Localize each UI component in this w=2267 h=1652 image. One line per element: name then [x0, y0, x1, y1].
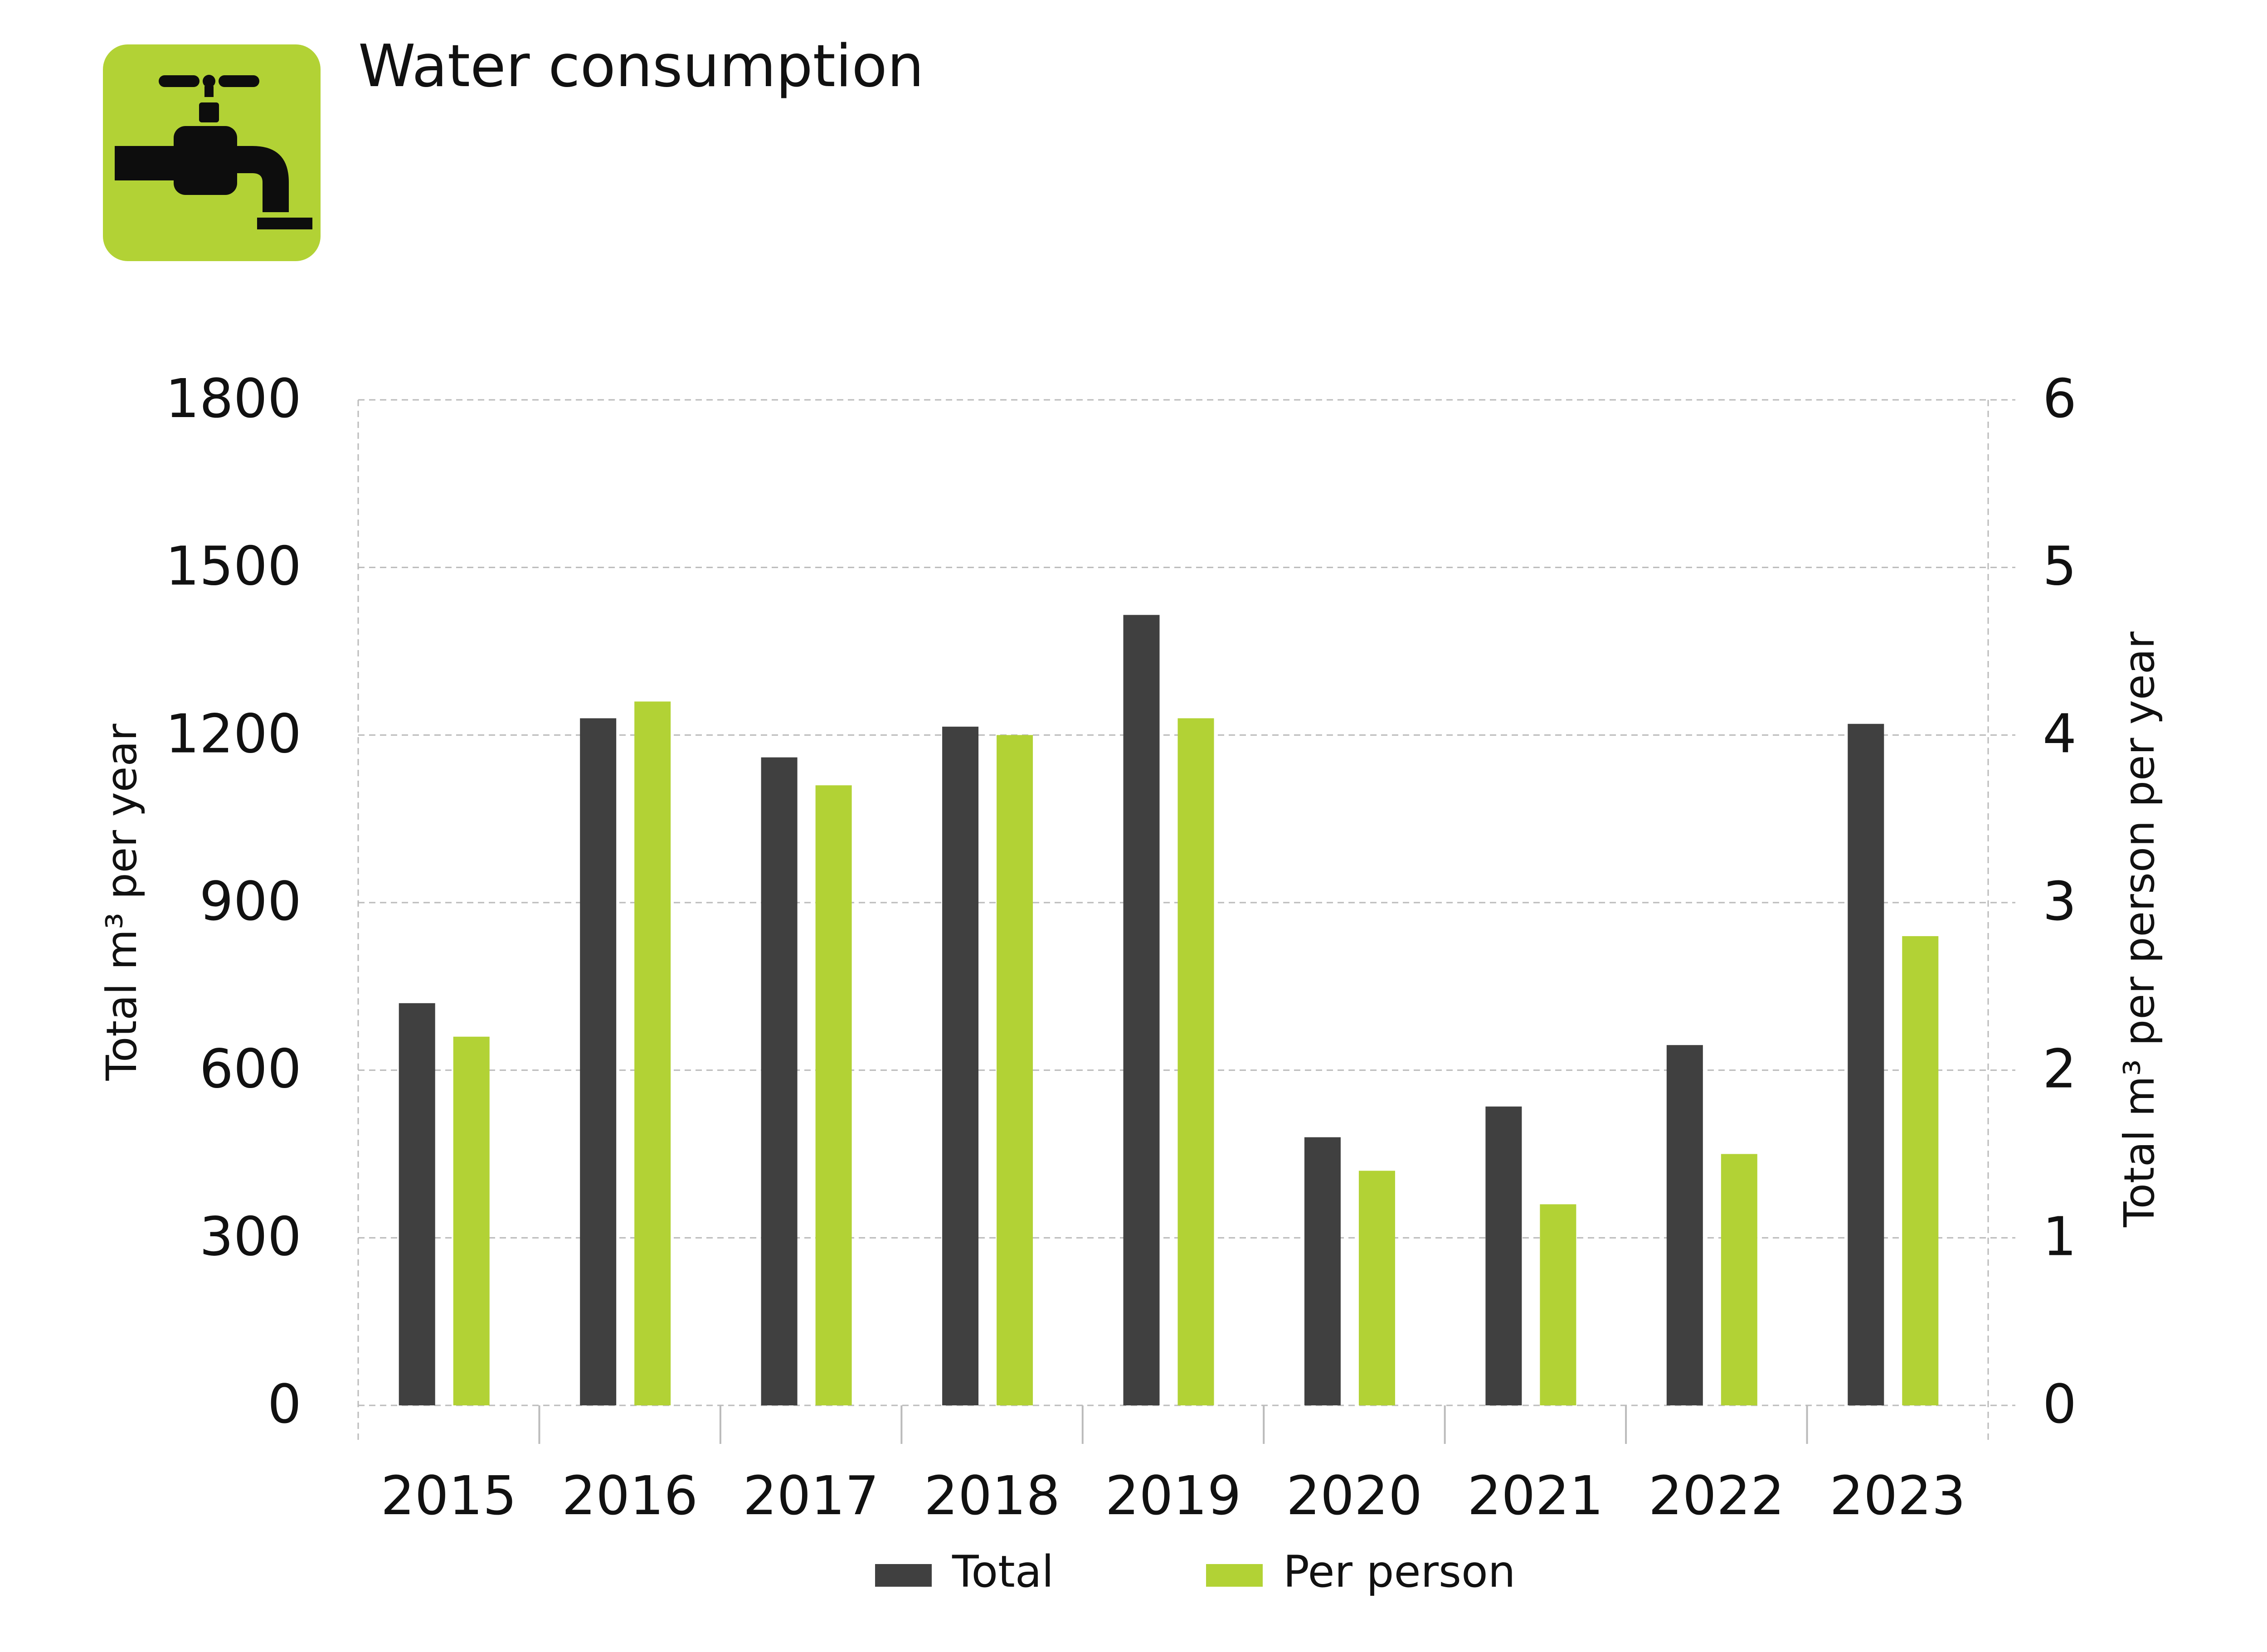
bar-per-person-2015 — [453, 1036, 490, 1405]
y-axis-title-left: Total m³ per year — [97, 724, 146, 1081]
x-tick-label: 2023 — [1829, 1464, 1965, 1527]
y-tick-label-left: 300 — [199, 1205, 302, 1268]
bar-per-person-2019 — [1177, 718, 1214, 1405]
y-tick-label-left: 1200 — [165, 702, 302, 765]
bar-per-person-2016 — [634, 701, 671, 1405]
x-tick-label: 2017 — [743, 1464, 879, 1527]
y-tick-label-right: 1 — [2043, 1205, 2077, 1268]
bar-per-person-2018 — [997, 735, 1033, 1405]
y-tick-label-right: 6 — [2043, 367, 2077, 430]
bar-per-person-2023 — [1902, 936, 1939, 1405]
y-tick-label-left: 0 — [268, 1373, 302, 1435]
bar-per-person-2020 — [1358, 1171, 1395, 1405]
bar-total-2017 — [761, 757, 798, 1405]
y-tick-label-left: 1800 — [165, 367, 302, 430]
bar-total-2015 — [399, 1003, 435, 1405]
y-tick-label-right: 5 — [2043, 535, 2077, 598]
y-tick-label-right: 2 — [2043, 1038, 2077, 1100]
y-tick-label-right: 3 — [2043, 870, 2077, 933]
x-tick-label: 2022 — [1649, 1464, 1785, 1527]
bar-total-2018 — [942, 726, 979, 1405]
legend-swatch-total — [875, 1564, 932, 1587]
chart-title: Water consumption — [358, 33, 924, 100]
legend-swatch-per-person — [1206, 1564, 1263, 1587]
bar-per-person-2021 — [1540, 1204, 1576, 1405]
y-tick-label-left: 1500 — [165, 535, 302, 598]
x-tick-label: 2019 — [1105, 1464, 1241, 1527]
bar-per-person-2022 — [1721, 1154, 1757, 1405]
x-tick-label: 2016 — [562, 1464, 698, 1527]
x-tick-label: 2018 — [924, 1464, 1060, 1527]
bar-total-2023 — [1848, 724, 1884, 1405]
bar-total-2021 — [1485, 1106, 1522, 1405]
bar-total-2016 — [580, 718, 617, 1405]
x-tick-label: 2020 — [1286, 1464, 1422, 1527]
bar-total-2022 — [1666, 1045, 1703, 1405]
y-axis-title-right: Total m³ per person per year — [2115, 632, 2164, 1228]
water-tap-icon — [103, 44, 321, 261]
bar-total-2020 — [1304, 1137, 1341, 1405]
legend-label-per-person: Per person — [1283, 1546, 1516, 1597]
y-tick-label-left: 900 — [199, 870, 302, 933]
x-tick-label: 2015 — [381, 1464, 517, 1527]
y-tick-label-right: 0 — [2043, 1373, 2077, 1435]
tap-glyph — [115, 75, 312, 229]
y-tick-label-left: 600 — [199, 1038, 302, 1100]
y-tick-label-right: 4 — [2043, 702, 2077, 765]
legend-label-total: Total — [952, 1546, 1054, 1597]
x-tick-label: 2021 — [1467, 1464, 1603, 1527]
bar-per-person-2017 — [815, 785, 852, 1405]
bar-total-2019 — [1123, 615, 1160, 1405]
